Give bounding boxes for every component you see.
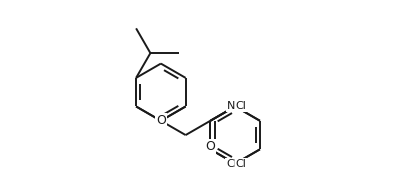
Text: Cl: Cl bbox=[236, 101, 247, 112]
Text: O: O bbox=[156, 114, 166, 127]
Text: O: O bbox=[206, 140, 215, 153]
Text: NH: NH bbox=[227, 101, 244, 112]
Text: Cl: Cl bbox=[226, 159, 237, 169]
Text: Cl: Cl bbox=[236, 159, 247, 169]
